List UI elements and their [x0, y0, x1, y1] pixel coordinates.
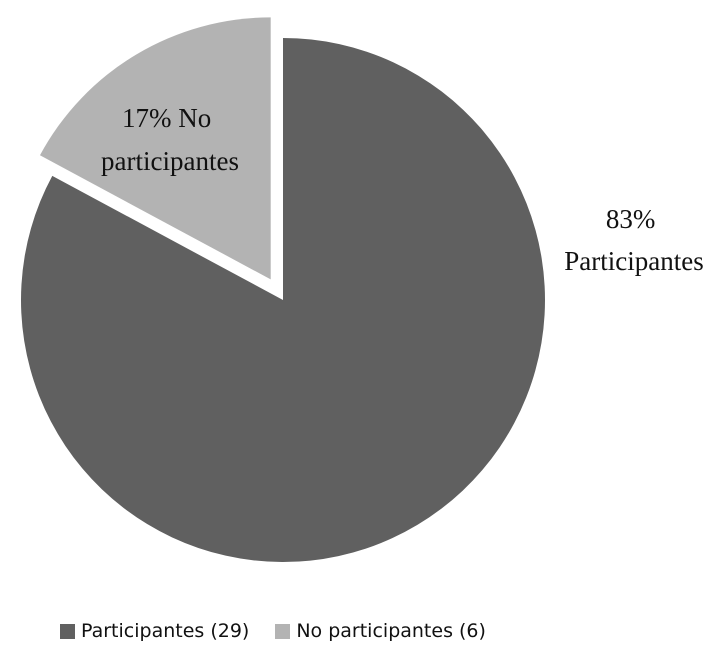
pie-chart: 83% Participantes 17% No participantes [20, 17, 704, 563]
legend-label-participantes: Participantes (29) [81, 620, 250, 642]
legend-swatch-no-participantes [275, 623, 291, 639]
legend-swatch-participantes [60, 623, 75, 639]
pie-slice-participantes [20, 38, 545, 563]
legend-label-no-participantes: No participantes (6) [296, 620, 486, 642]
legend-item-participantes: Participantes (29) [60, 620, 249, 642]
slice-label-participantes: 83% Participantes [564, 204, 703, 276]
legend-item-no-participantes: No participantes (6) [275, 620, 486, 642]
legend: Participantes (29) No participantes (6) [60, 620, 512, 642]
slice-label-no-participantes: 17% No participantes [101, 103, 239, 176]
pie-slice-no-participantes [39, 17, 271, 280]
